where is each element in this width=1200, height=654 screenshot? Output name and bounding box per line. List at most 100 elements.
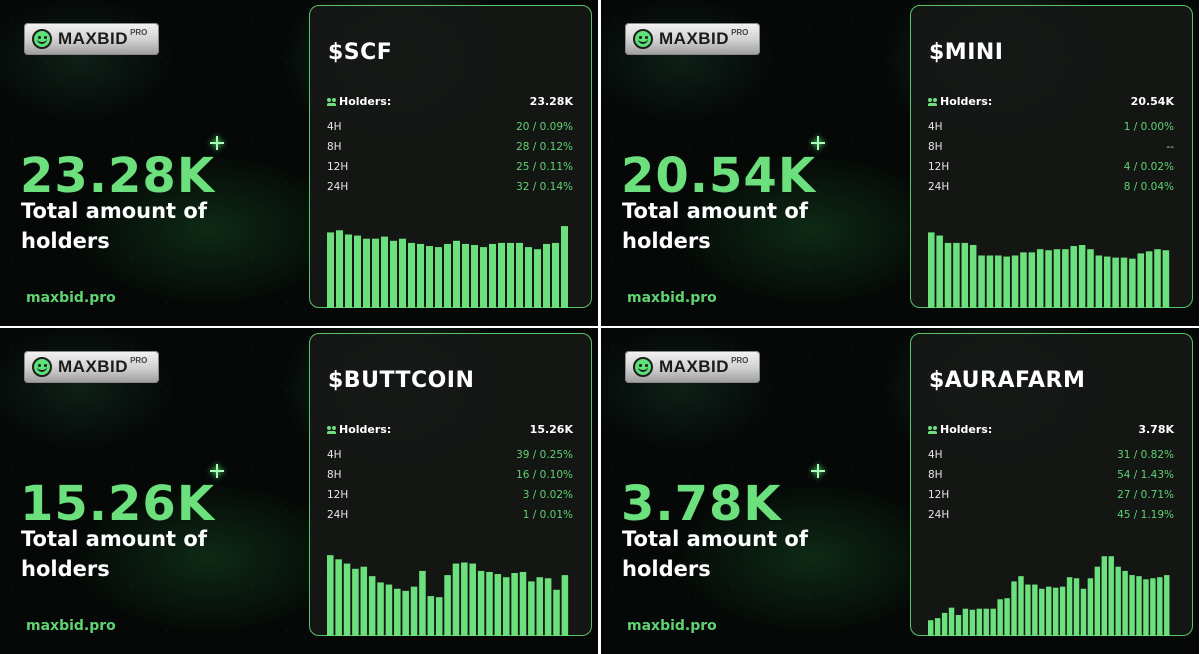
- holders-bar: [377, 582, 384, 636]
- holders-bar: [978, 255, 985, 308]
- holders-bar: [477, 570, 485, 636]
- holders-bar: [444, 243, 452, 308]
- period-change-value: 1 / 0.01%: [522, 509, 573, 521]
- period-label: 12H: [928, 161, 950, 173]
- site-link[interactable]: maxbid.pro: [26, 618, 116, 634]
- holders-bar: [352, 568, 359, 636]
- bar-chart-svg: [928, 232, 1170, 308]
- holders-bar: [402, 590, 409, 636]
- holders-bar: [1101, 556, 1107, 636]
- total-holders-caption: Total amount of holders: [622, 199, 808, 253]
- period-label: 24H: [928, 509, 950, 521]
- holders-bar: [976, 608, 983, 636]
- holders-bar: [1095, 255, 1103, 308]
- period-row-24h: 24H 8 / 0.04%: [928, 181, 1174, 195]
- holders-bar: [995, 255, 1002, 308]
- holders-value: 23.28K: [529, 95, 573, 108]
- token-card: $MINI Holders: 20.54K 4H 1 / 0.00% 8H -- 12H 4 /…: [910, 5, 1193, 308]
- holders-bar: [1154, 249, 1161, 308]
- holders-bar: [489, 243, 497, 308]
- site-link[interactable]: maxbid.pro: [26, 290, 116, 306]
- token-card: $BUTTCOIN Holders: 15.26K 4H 39 / 0.25% 8H 16 …: [309, 333, 592, 636]
- period-label: 24H: [327, 181, 349, 193]
- period-label: 8H: [928, 469, 943, 481]
- holders-bar: [1145, 251, 1153, 308]
- smiley-face-icon: [32, 29, 52, 49]
- bar-chart-svg: [928, 556, 1170, 636]
- period-change-value: 28 / 0.12%: [516, 141, 573, 153]
- period-label: 24H: [928, 181, 950, 193]
- total-holders-caption: Total amount of holders: [21, 527, 207, 581]
- holders-bar: [1062, 249, 1069, 308]
- holders-bar: [1070, 246, 1077, 308]
- holders-row: Holders: 3.78K: [928, 423, 1174, 439]
- holders-bar: [553, 589, 560, 636]
- maxbid-logo: MAXBID PRO: [625, 351, 760, 383]
- holders-bar: [1073, 578, 1080, 636]
- period-label: 12H: [928, 489, 950, 501]
- period-change-value: 45 / 1.19%: [1117, 509, 1174, 521]
- holders-bar: [435, 247, 443, 308]
- holders-bar: [552, 242, 560, 308]
- holders-value: 3.78K: [1138, 423, 1174, 436]
- token-ticker: $AURAFARM: [929, 368, 1086, 393]
- holders-value: 20.54K: [1130, 95, 1174, 108]
- period-label: 4H: [928, 121, 943, 133]
- total-holders-caption: Total amount of holders: [622, 527, 808, 581]
- holders-bar: [1011, 581, 1017, 636]
- holders-label: Holders:: [940, 95, 993, 108]
- period-change-value: 4 / 0.02%: [1123, 161, 1174, 173]
- site-link[interactable]: maxbid.pro: [627, 618, 717, 634]
- holders-bar: [1115, 566, 1121, 636]
- holders-bar: [961, 242, 969, 308]
- sparkle-icon: [811, 464, 825, 478]
- maxbid-logo: MAXBID PRO: [24, 23, 159, 55]
- users-icon: [327, 98, 337, 107]
- holders-bar: [452, 563, 460, 636]
- period-change-value: 20 / 0.09%: [516, 121, 573, 133]
- holders-bar: [983, 608, 989, 636]
- logo-pro-badge: PRO: [731, 356, 749, 365]
- holders-bar: [1052, 587, 1059, 636]
- smiley-face-icon: [32, 357, 52, 377]
- holders-bar: [516, 242, 524, 308]
- period-row-12h: 12H 4 / 0.02%: [928, 161, 1174, 175]
- period-label: 8H: [327, 469, 342, 481]
- sparkle-icon: [210, 136, 224, 150]
- holders-bar-chart: [928, 224, 1171, 308]
- smiley-face-icon: [633, 357, 653, 377]
- holders-bar: [1120, 257, 1128, 308]
- total-holders-value: 3.78K: [621, 476, 782, 532]
- holders-bar: [525, 247, 533, 308]
- holders-bar: [536, 577, 544, 636]
- holders-bar: [969, 609, 976, 636]
- period-label: 4H: [928, 449, 943, 461]
- holders-bar: [1129, 575, 1135, 636]
- holders-bar: [1087, 249, 1094, 308]
- holders-bar: [444, 575, 451, 636]
- holders-bar: [1018, 576, 1024, 636]
- holders-bar: [408, 242, 416, 308]
- period-label: 8H: [327, 141, 342, 153]
- bar-chart-svg: [327, 226, 569, 308]
- holders-bar: [1164, 575, 1170, 636]
- period-change-value: 25 / 0.11%: [516, 161, 573, 173]
- users-icon: [928, 426, 938, 435]
- holders-bar: [1080, 588, 1087, 636]
- logo-text: MAXBID: [659, 357, 730, 376]
- holders-bar: [410, 586, 418, 636]
- holders-bar: [390, 240, 398, 308]
- period-row-4h: 4H 39 / 0.25%: [327, 449, 573, 463]
- holders-bar: [471, 245, 479, 308]
- bar-chart-svg: [327, 555, 569, 636]
- holders-bar: [534, 249, 542, 308]
- holders-bar: [1045, 250, 1052, 308]
- holders-bar: [1094, 566, 1101, 636]
- site-link[interactable]: maxbid.pro: [627, 290, 717, 306]
- holders-bar: [498, 242, 506, 308]
- total-holders-caption: Total amount of holders: [21, 199, 207, 253]
- holders-bar: [419, 570, 426, 636]
- token-ticker: $BUTTCOIN: [328, 368, 475, 393]
- holders-row: Holders: 23.28K: [327, 95, 573, 111]
- maxbid-logo: MAXBID PRO: [625, 23, 760, 55]
